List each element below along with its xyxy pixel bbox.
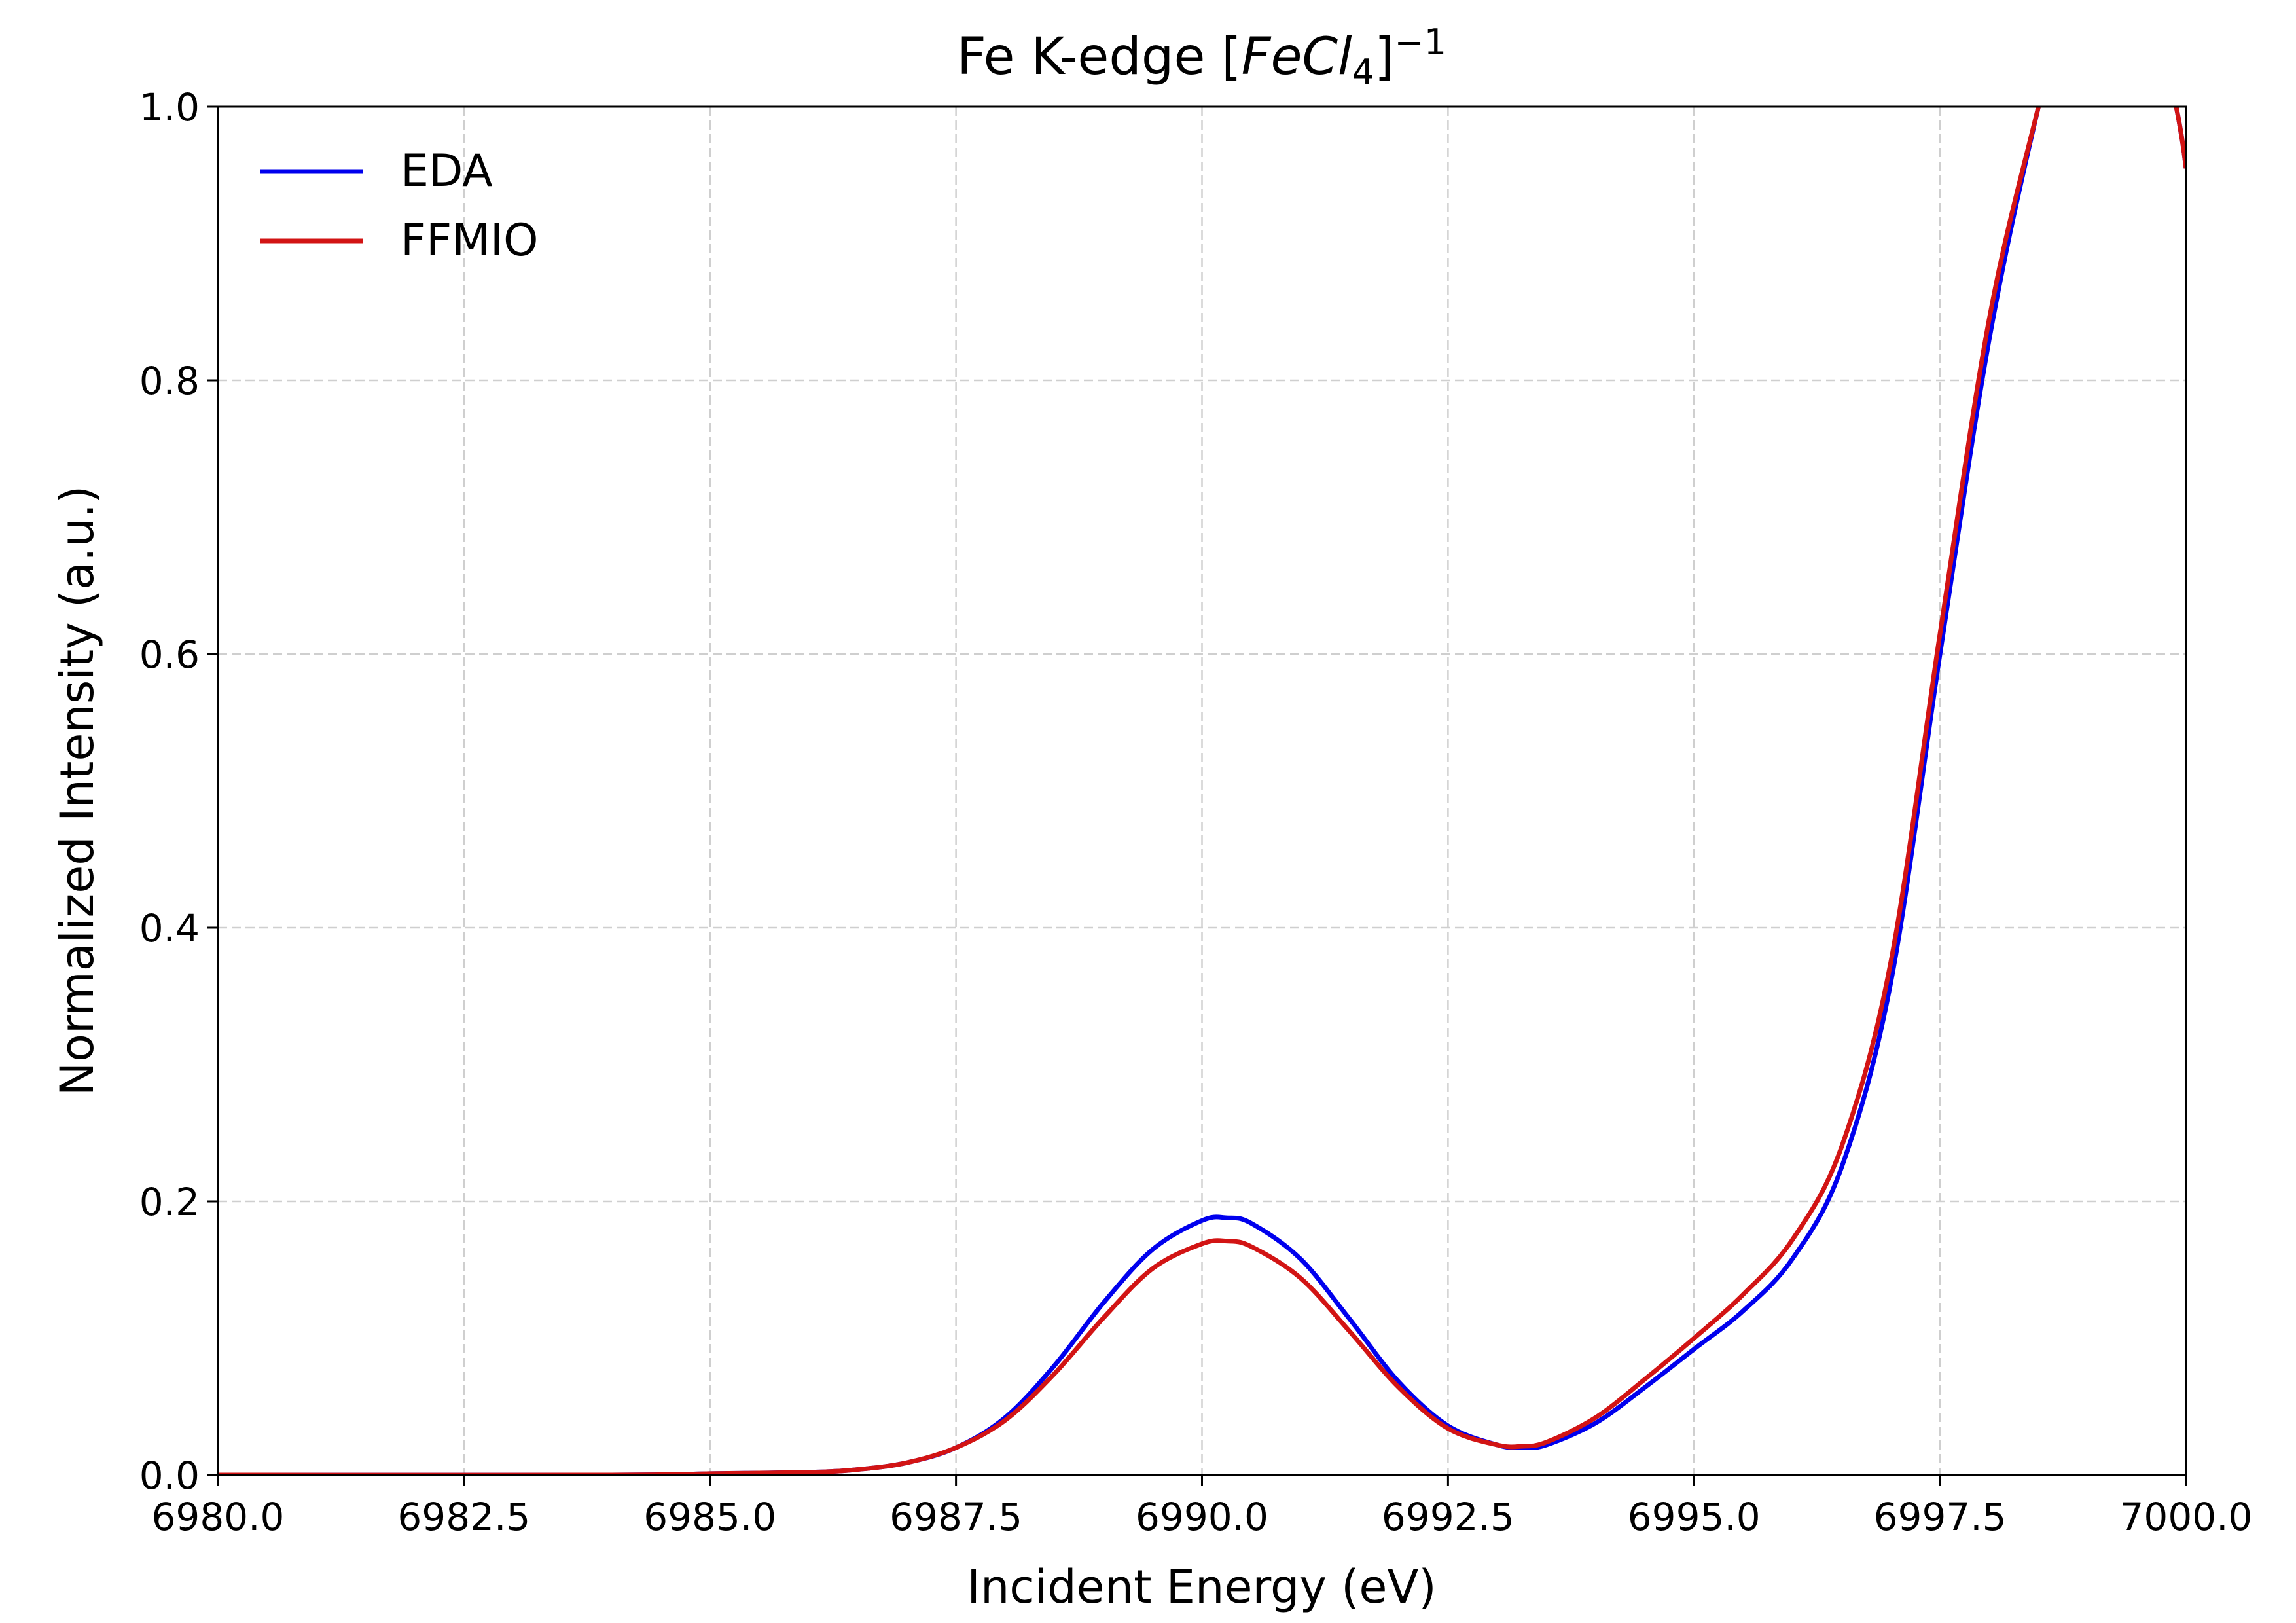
y-tick-label: 0.0 bbox=[139, 1453, 200, 1498]
axis-ticks: 6980.0 6982.5 6985.0 6987.5 6990.0 6992.5 6995… bbox=[139, 85, 2253, 1539]
y-tick-label: 0.4 bbox=[139, 906, 200, 951]
y-tick-label: 0.2 bbox=[139, 1180, 200, 1224]
x-tick-label: 6980.0 bbox=[152, 1495, 285, 1539]
title-superscript: −1 bbox=[1394, 22, 1446, 63]
legend: EDA FFMIO bbox=[260, 145, 538, 266]
y-tick-label: 0.8 bbox=[139, 359, 200, 403]
x-tick-label: 6990.0 bbox=[1136, 1495, 1268, 1539]
y-axis-label: Normalized Intensity (a.u.) bbox=[50, 486, 104, 1097]
x-tick-label: 6985.0 bbox=[643, 1495, 776, 1539]
y-tick-label: 1.0 bbox=[139, 85, 200, 130]
x-tick-label: 6987.5 bbox=[889, 1495, 1022, 1539]
y-tick-label: 0.6 bbox=[139, 632, 200, 677]
title-prefix: Fe K-edge [ bbox=[957, 27, 1242, 86]
x-axis-label: Incident Energy (eV) bbox=[967, 1560, 1436, 1614]
x-tick-label: 7000.0 bbox=[2120, 1495, 2253, 1539]
title-formula-subscript: 4 bbox=[1352, 52, 1374, 93]
title-formula-cl: Cl bbox=[1302, 27, 1352, 86]
x-tick-label: 6997.5 bbox=[1874, 1495, 2007, 1539]
series-line-ffmio bbox=[218, 107, 2186, 1475]
legend-label-ffmio: FFMIO bbox=[401, 215, 538, 266]
title-formula-fe: Fe bbox=[1242, 27, 1302, 86]
chart-title: Fe K-edge [FeCl4]−1 bbox=[957, 22, 1446, 93]
x-tick-label: 6995.0 bbox=[1628, 1495, 1761, 1539]
legend-label-eda: EDA bbox=[401, 145, 493, 197]
title-bracket-close: ] bbox=[1374, 27, 1394, 86]
plot-area bbox=[218, 107, 2186, 1475]
x-tick-label: 6982.5 bbox=[397, 1495, 530, 1539]
x-tick-label: 6992.5 bbox=[1382, 1495, 1515, 1539]
